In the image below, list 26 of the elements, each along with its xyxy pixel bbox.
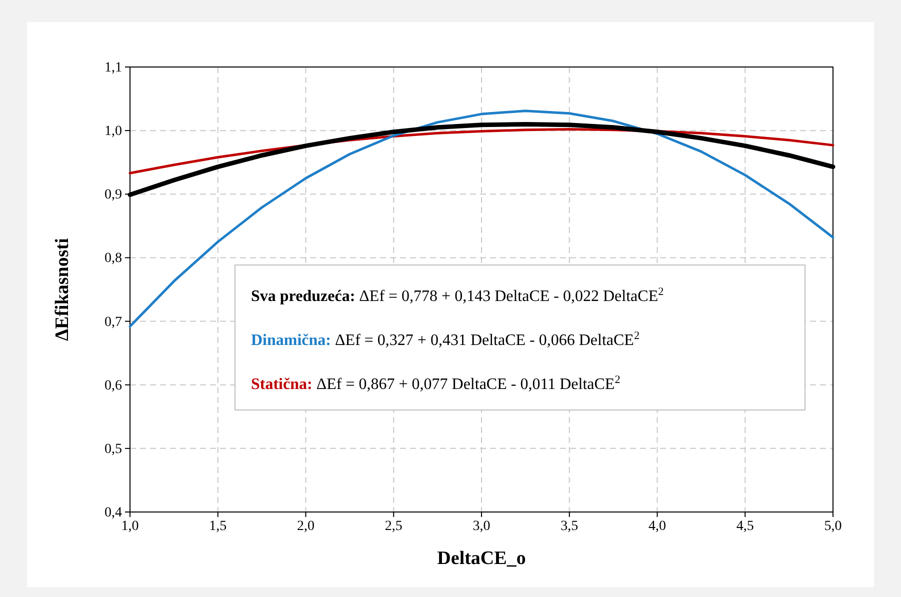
text: Sva preduzeća:: [251, 288, 360, 305]
x-tick-label: 5,0: [824, 518, 842, 534]
y-tick-label: 1,0: [104, 124, 122, 140]
y-tick-label: 0,8: [104, 251, 122, 266]
annotation: ΔEf = 0,327 + 0,431 DeltaCE - 0,066 DeltaCE$^{2}$: [335, 330, 640, 349]
x-tick-label: 3,0: [472, 518, 490, 534]
x-tick-label: 2,0: [297, 518, 314, 534]
line-series: [128, 110, 834, 328]
text: Dinamična:: [251, 332, 335, 349]
y-tick-label: 0,6: [104, 378, 122, 394]
y-tick-label: 0,7: [104, 314, 122, 330]
annotation: ΔEf = 0,778 + 0,143 DeltaCE - 0,022 DeltaCE$^{2}$: [359, 286, 664, 305]
x-axis-title: DeltaCE_o: [437, 548, 526, 569]
y-axis-title: ΔEfikasnosti: [52, 238, 73, 341]
x-tick-label: 3,5: [560, 518, 578, 534]
x-tick-label: 2,5: [384, 518, 402, 534]
x-tick-label: 4,5: [736, 518, 754, 534]
x-tick-label: 1,5: [209, 518, 227, 534]
x-tick-label: 4,0: [648, 518, 666, 534]
y-tick-label: 0,4: [104, 505, 122, 520]
annotation: ΔEf = 0,867 + 0,077 DeltaCE - 0,011 DeltaCE$^{2}$: [316, 374, 620, 393]
x-tick-label: 1,0: [121, 518, 139, 534]
text: Statična:: [251, 376, 316, 393]
y-tick-label: 0,5: [104, 442, 122, 457]
y-tick-label: 0,9: [104, 188, 122, 203]
y-tick-label: 1,1: [104, 60, 122, 76]
